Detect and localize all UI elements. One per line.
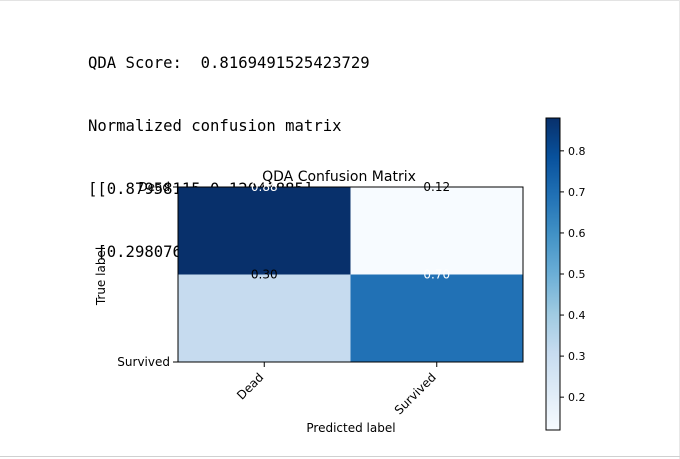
cell-value-label: 0.88 xyxy=(251,180,278,194)
heatmap-cells xyxy=(178,187,523,362)
cell-top-border xyxy=(0,0,680,1)
cell-bottom-border xyxy=(0,456,680,457)
colorbar xyxy=(545,117,561,431)
colorbar-tick-label: 0.6 xyxy=(568,227,586,240)
y-tick-label: Survived xyxy=(117,355,170,369)
cell-value-label: 0.70 xyxy=(423,268,450,282)
colorbar-tick-label: 0.5 xyxy=(568,268,586,281)
y-axis-ticks: Dead Survived xyxy=(117,180,178,369)
cell-value-label: 0.12 xyxy=(423,180,450,194)
x-tick-label: Survived xyxy=(392,370,439,417)
heatmap-cell xyxy=(350,187,523,275)
colorbar-tick-label: 0.4 xyxy=(568,309,586,322)
chart-title: QDA Confusion Matrix xyxy=(262,169,416,185)
y-tick-label: Dead xyxy=(138,180,170,194)
qda-score-line: QDA Score: 0.8169491525423729 xyxy=(88,54,370,72)
x-axis-ticks: Dead Survived xyxy=(234,362,439,417)
colorbar-tick-label: 0.7 xyxy=(568,186,586,199)
heatmap-cell xyxy=(178,274,351,362)
cell-value-label: 0.30 xyxy=(251,268,278,282)
cell-labels: 0.88 0.12 0.30 0.70 xyxy=(251,180,450,282)
y-axis-label: True label xyxy=(94,247,108,306)
matrix-heading-line: Normalized confusion matrix xyxy=(88,117,342,135)
colorbar-tick-label: 0.2 xyxy=(568,391,586,404)
colorbar-tick-label: 0.3 xyxy=(568,350,586,363)
colorbar-ticks: 0.2 0.3 0.4 0.5 0.6 0.7 0.8 xyxy=(560,145,586,404)
colorbar-tick-label: 0.8 xyxy=(568,145,586,158)
x-tick-label: Dead xyxy=(234,370,266,402)
x-axis-label: Predicted label xyxy=(306,421,395,435)
plot-frame xyxy=(177,186,524,363)
heatmap-cell xyxy=(350,274,523,362)
heatmap-cell xyxy=(178,187,351,275)
